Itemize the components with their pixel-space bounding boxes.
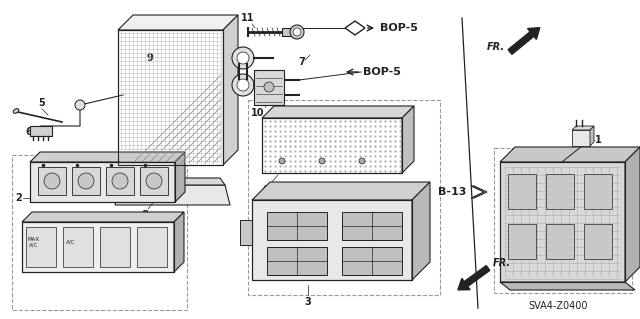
Bar	[252, 200, 412, 280]
Bar	[546, 174, 574, 209]
Polygon shape	[30, 152, 185, 162]
Polygon shape	[572, 126, 594, 130]
Bar	[584, 174, 612, 209]
Circle shape	[319, 158, 325, 164]
Polygon shape	[500, 147, 640, 162]
Bar	[22, 222, 174, 272]
Polygon shape	[118, 178, 225, 185]
Bar	[262, 118, 402, 173]
Bar	[267, 212, 327, 240]
Bar	[100, 227, 130, 267]
Polygon shape	[402, 106, 414, 173]
Bar	[106, 167, 134, 195]
Bar	[262, 118, 402, 173]
Bar	[30, 162, 175, 202]
Bar	[26, 227, 56, 267]
Circle shape	[232, 74, 254, 96]
Bar	[342, 247, 402, 275]
Text: BOP-5: BOP-5	[380, 23, 418, 33]
Circle shape	[237, 79, 249, 91]
Text: 2: 2	[15, 193, 22, 203]
Text: 4: 4	[262, 185, 268, 195]
Bar	[12, 155, 187, 310]
Bar	[118, 30, 223, 165]
Bar	[546, 224, 574, 259]
Bar	[63, 227, 93, 267]
Text: 6: 6	[25, 127, 32, 137]
Circle shape	[146, 173, 162, 189]
Bar	[282, 28, 292, 36]
Bar	[342, 212, 402, 240]
Circle shape	[237, 52, 249, 64]
Bar	[500, 162, 625, 282]
Circle shape	[44, 173, 60, 189]
Polygon shape	[471, 186, 487, 198]
Text: 5: 5	[38, 98, 45, 108]
Bar	[572, 130, 590, 146]
Circle shape	[78, 173, 94, 189]
Text: 9: 9	[147, 53, 154, 63]
Bar	[30, 162, 175, 202]
Polygon shape	[412, 182, 430, 280]
Text: 10: 10	[252, 108, 265, 118]
Polygon shape	[118, 15, 238, 30]
Bar	[30, 126, 52, 136]
Text: FR.: FR.	[487, 42, 505, 52]
Bar	[137, 227, 167, 267]
Polygon shape	[500, 282, 635, 290]
Circle shape	[75, 100, 85, 110]
Circle shape	[112, 173, 128, 189]
Bar	[494, 148, 632, 293]
Polygon shape	[174, 212, 184, 272]
Bar	[252, 200, 412, 280]
Polygon shape	[175, 152, 185, 202]
Polygon shape	[590, 126, 594, 146]
Text: MAX
A/C: MAX A/C	[28, 237, 40, 248]
Polygon shape	[345, 21, 365, 35]
Bar	[254, 70, 284, 105]
Polygon shape	[115, 185, 230, 205]
Text: 1: 1	[595, 135, 602, 145]
Polygon shape	[22, 212, 184, 222]
Text: 3: 3	[305, 297, 312, 307]
Bar	[248, 100, 440, 295]
Circle shape	[293, 28, 301, 36]
Text: BOP-5: BOP-5	[363, 67, 401, 77]
Polygon shape	[262, 106, 414, 118]
Circle shape	[279, 158, 285, 164]
Ellipse shape	[13, 109, 19, 113]
Bar	[267, 247, 327, 275]
Bar	[140, 167, 168, 195]
Polygon shape	[252, 182, 430, 200]
Text: 11: 11	[241, 13, 255, 23]
Bar	[118, 30, 223, 165]
Text: 8: 8	[141, 210, 148, 220]
Text: A/C: A/C	[67, 240, 76, 244]
Bar	[500, 162, 625, 282]
Polygon shape	[223, 15, 238, 165]
Bar	[240, 220, 252, 245]
Bar	[508, 174, 536, 209]
Circle shape	[264, 82, 274, 92]
Circle shape	[290, 25, 304, 39]
FancyArrow shape	[508, 28, 540, 54]
Bar	[72, 167, 100, 195]
Bar	[22, 222, 174, 272]
Text: B-13: B-13	[438, 187, 467, 197]
Text: SVA4-Z0400: SVA4-Z0400	[528, 301, 588, 311]
FancyArrow shape	[458, 266, 490, 290]
Bar	[584, 224, 612, 259]
Text: FR.: FR.	[493, 258, 511, 268]
Text: 7: 7	[299, 57, 305, 67]
Bar	[508, 224, 536, 259]
Circle shape	[232, 47, 254, 69]
Circle shape	[359, 158, 365, 164]
Bar	[38, 167, 66, 195]
Polygon shape	[625, 147, 640, 282]
